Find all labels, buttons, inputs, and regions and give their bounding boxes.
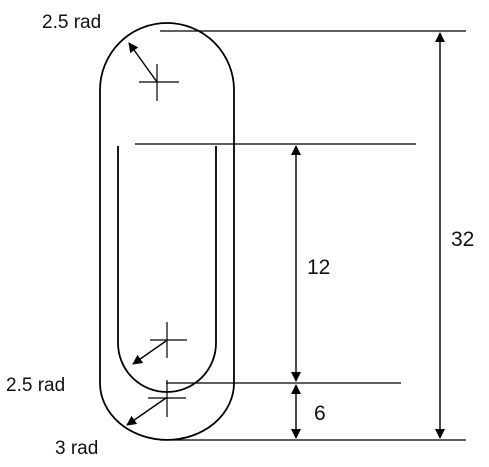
- center-mark-outer: [148, 380, 186, 417]
- radius-leader-top: [128, 42, 158, 83]
- dimension-label-total-height: 32: [451, 228, 474, 251]
- center-mark-inner: [150, 322, 187, 358]
- dimension-label-bottom-gap: 6: [314, 402, 326, 425]
- center-mark-top: [139, 64, 179, 101]
- radius-label-top: 2.5 rad: [42, 12, 101, 33]
- radius-leader-inner: [132, 340, 167, 365]
- outer-slot-outline: [99, 22, 235, 441]
- radius-label-inner: 2.5 rad: [6, 375, 65, 396]
- dimension-label-inner-length: 12: [307, 256, 330, 279]
- radius-leader-outer: [126, 397, 167, 426]
- radius-label-outer: 3 rad: [55, 438, 98, 459]
